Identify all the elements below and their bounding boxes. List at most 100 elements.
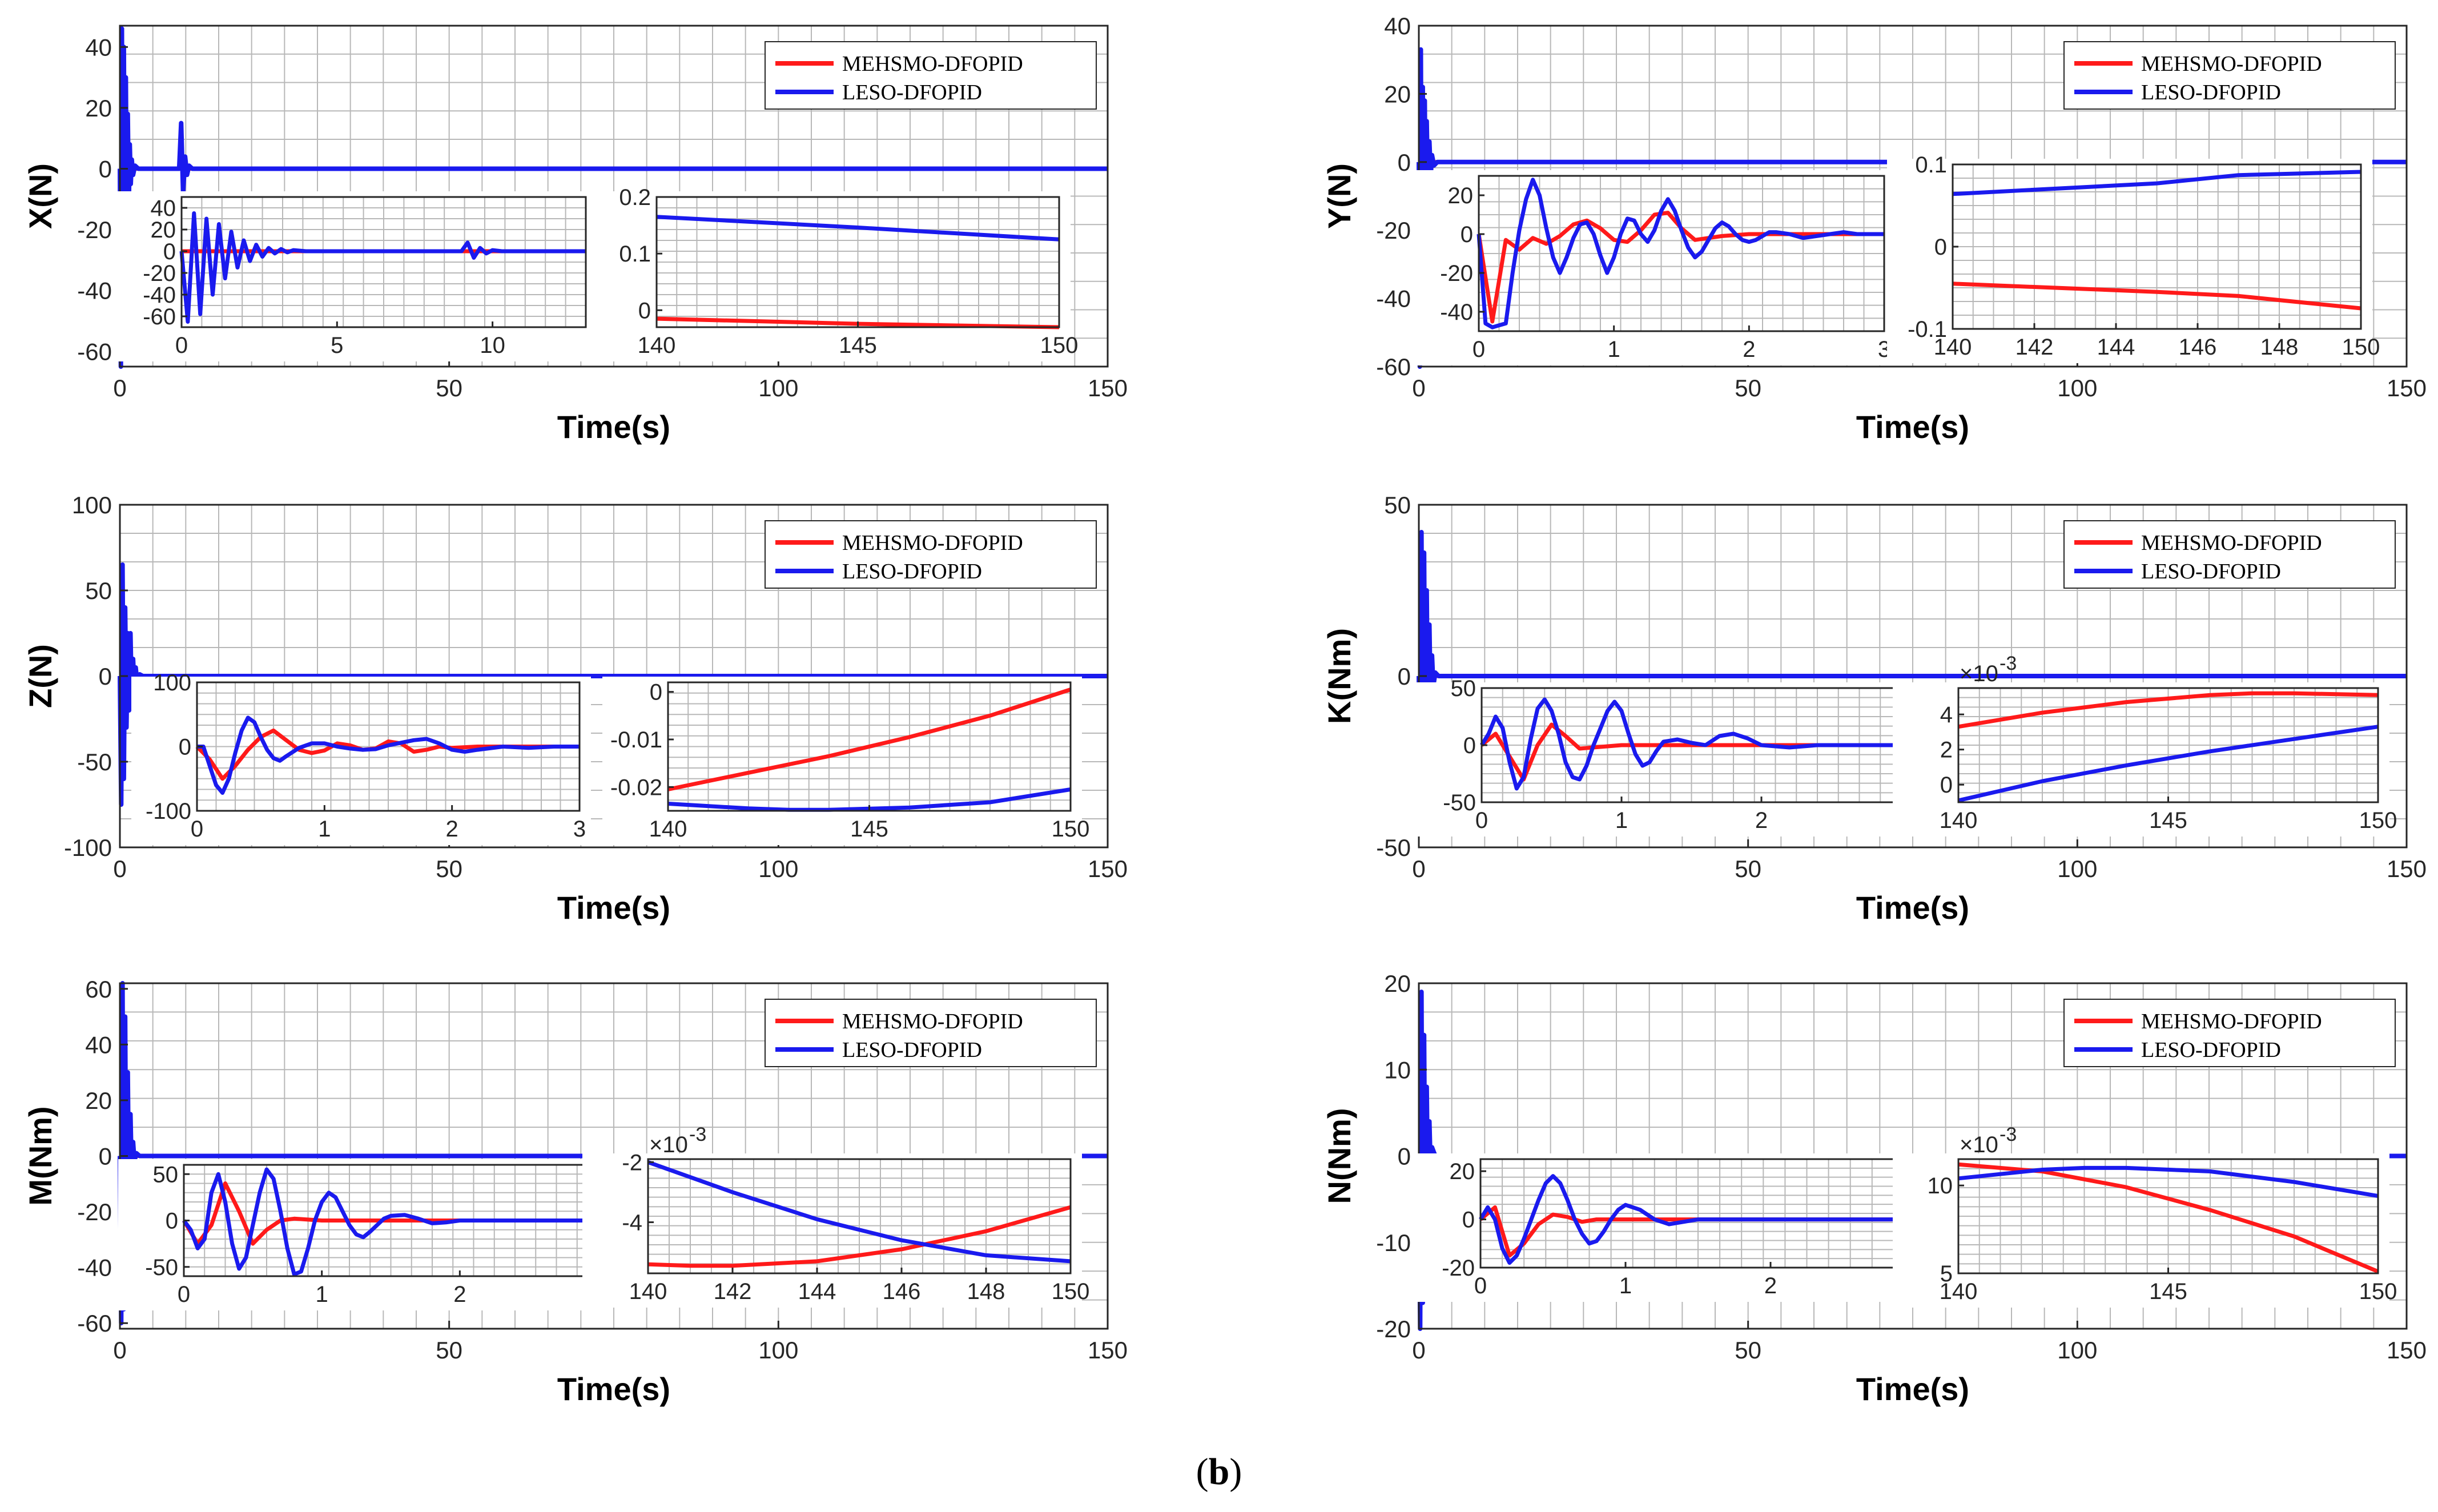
inset-frame — [1478, 175, 1885, 332]
inset-y-tick-label: 10 — [1928, 1173, 1953, 1199]
inset-series-line-leso-dfopid — [1478, 1174, 1916, 1265]
legend-entry: LESO-DFOPID — [2141, 560, 2281, 584]
legend: MEHSMO-DFOPID LESO-DFOPID — [2063, 520, 2396, 589]
inset-x-tick-label: 142 — [2015, 335, 2054, 360]
inset-x-tick-label: 5 — [331, 333, 343, 358]
x-tick-label: 150 — [2387, 375, 2427, 401]
legend: MEHSMO-DFOPID LESO-DFOPID — [765, 41, 1097, 110]
x-tick-label: 100 — [758, 855, 798, 882]
y-tick-label: 20 — [85, 1087, 112, 1114]
inset-y-tick-label: -4 — [622, 1211, 642, 1236]
caption-letter: b — [1208, 1451, 1230, 1493]
inset-y-tick-label: 0.1 — [619, 242, 651, 267]
inset-y-tick-label: 0.1 — [1915, 152, 1947, 178]
x-tick-label: 150 — [1088, 375, 1128, 401]
panel-X: 0 50 100 150-60-40-2002040Time(s)X(N)MEHSMO… — [22, 25, 1128, 445]
inset-x-tick-label: 144 — [798, 1279, 836, 1304]
y-tick-label: 20 — [85, 95, 112, 122]
inset-y-tick-label: -20 — [1442, 1256, 1475, 1281]
x-tick-label: 50 — [1735, 1337, 1761, 1364]
legend-entry: LESO-DFOPID — [2141, 81, 2281, 104]
inset-x-tick-label: 145 — [850, 817, 888, 842]
inset-y-tick-label: 0 — [650, 680, 662, 705]
y-tick-label: -40 — [77, 278, 112, 304]
y-tick-label: 0 — [99, 1143, 112, 1170]
inset-x-tick-label: 0 — [1475, 808, 1488, 833]
inset-x-tick-label: 2 — [1755, 808, 1768, 833]
y-tick-label: -20 — [77, 216, 112, 243]
inset-x-tick-label: 150 — [1052, 1279, 1090, 1304]
inset-x-tick-label: 10 — [480, 333, 505, 358]
inset-y-tick-label: -0.02 — [610, 775, 662, 800]
inset-y-tick-label: 20 — [1448, 183, 1474, 208]
y-axis-label: Y(N) — [1321, 163, 1357, 229]
inset-x-tick-label: 150 — [1052, 817, 1090, 842]
inset-Y-2: 140 142 144 146 148 150 -0.1 0 0.1 — [1887, 152, 2380, 363]
panel-N: 0 50 100 150-20-1001020Time(s)N(Nm)MEHSMO-D… — [1321, 970, 2427, 1407]
y-tick-label: -60 — [1376, 353, 1411, 380]
legend: MEHSMO-DFOPID LESO-DFOPID — [765, 999, 1097, 1067]
inset-x-tick-label: 145 — [2149, 1279, 2187, 1304]
inset-y-tick-label: 0 — [1940, 773, 1953, 798]
y-tick-label: 100 — [72, 492, 112, 518]
inset-x-tick-label: 1 — [316, 1282, 328, 1307]
inset-series-line-leso-dfopid — [1477, 178, 1884, 329]
inset-x-tick-label: 148 — [967, 1279, 1005, 1304]
y-tick-label: -40 — [77, 1254, 112, 1281]
inset-x-tick-label: 144 — [2097, 335, 2135, 360]
y-tick-label: -60 — [77, 338, 112, 365]
inset-background — [602, 677, 1082, 845]
inset-x-tick-label: 2 — [446, 817, 458, 842]
inset-series-line-mehsmo-dfopid — [647, 1205, 1071, 1268]
x-axis-label: Time(s) — [1856, 1371, 1969, 1407]
y-axis-label: M(Nm) — [22, 1106, 58, 1205]
inset-x-tick-label: 140 — [649, 817, 687, 842]
inset-x-tick-label: 150 — [2342, 335, 2380, 360]
inset-series-line-leso-dfopid — [182, 1167, 598, 1277]
inset-y-tick-label: 0 — [1462, 1208, 1475, 1233]
x-tick-label: 150 — [1088, 855, 1128, 882]
caption-open: ( — [1196, 1451, 1209, 1493]
legend-entry: LESO-DFOPID — [842, 560, 982, 584]
x-axis-label: Time(s) — [557, 409, 670, 445]
legend: MEHSMO-DFOPID LESO-DFOPID — [765, 520, 1097, 589]
y-tick-label: -20 — [1376, 217, 1411, 244]
inset-y-tick-label: -40 — [143, 283, 176, 308]
inset-N-2: 140 145 150 5 10 ×10 -3 — [1893, 1124, 2397, 1308]
y-tick-label: 50 — [85, 577, 112, 604]
inset-background — [1893, 1153, 2389, 1308]
inset-K-2: 140 145 150 0 2 4 ×10 -3 — [1893, 653, 2397, 837]
inset-x-tick-label: 145 — [2149, 808, 2187, 833]
y-tick-label: -20 — [1376, 1316, 1411, 1342]
inset-x-tick-label: 2 — [1764, 1273, 1777, 1298]
inset-x-tick-label: 1 — [1619, 1273, 1632, 1298]
x-tick-label: 0 — [113, 1337, 126, 1364]
inset-x-tick-label: 142 — [714, 1279, 752, 1304]
x-tick-label: 100 — [758, 1337, 798, 1364]
y-axis-label: Z(N) — [22, 644, 58, 708]
inset-y-tick-label: -20 — [143, 261, 176, 286]
inset-series-line-leso-dfopid — [656, 215, 1060, 242]
inset-x-tick-label: 140 — [1940, 808, 1978, 833]
inset-series-line-leso-dfopid — [1958, 1165, 2379, 1199]
inset-y-tick-label: 5 — [1940, 1261, 1953, 1286]
x-tick-label: 50 — [436, 375, 462, 401]
inset-scale-exponent-power: -3 — [689, 1124, 706, 1145]
x-tick-label: 0 — [1412, 375, 1425, 401]
inset-series-line-leso-dfopid — [647, 1160, 1071, 1264]
legend-entry: MEHSMO-DFOPID — [2141, 531, 2322, 555]
legend-entry: MEHSMO-DFOPID — [2141, 52, 2322, 76]
x-tick-label: 100 — [2057, 375, 2097, 401]
inset-x-tick-label: 150 — [2359, 808, 2397, 833]
x-axis-label: Time(s) — [1856, 409, 1969, 445]
inset-x-tick-label: 140 — [629, 1279, 667, 1304]
inset-scale-exponent: ×10 — [1960, 661, 1998, 686]
y-tick-label: 0 — [1398, 1143, 1411, 1170]
inset-Z-2: 140 145 150 -0.02 -0.01 0 — [602, 677, 1089, 845]
y-tick-label: 40 — [85, 1031, 112, 1058]
x-tick-label: 100 — [758, 375, 798, 401]
legend-entry: MEHSMO-DFOPID — [842, 1010, 1023, 1034]
